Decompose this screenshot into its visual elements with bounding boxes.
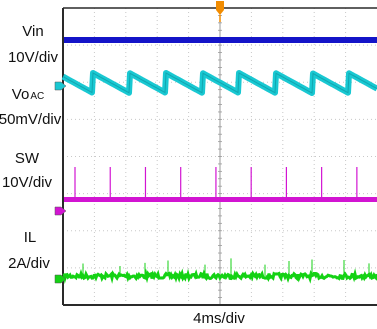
traces	[61, 37, 377, 284]
channel-markers	[54, 1, 224, 284]
sw-baseline-trace	[64, 197, 377, 202]
ch3-ground-marker	[54, 206, 67, 216]
ch2-name-main: Vo	[12, 86, 30, 103]
ch2-scale-label: 50mV/div	[0, 111, 62, 128]
ch2-ground-marker	[54, 81, 67, 91]
ch2-name-subscript: AC	[30, 91, 44, 102]
ch4-scale-label: 2A/div	[8, 255, 50, 272]
time-scale-label: 4ms/div	[193, 310, 245, 327]
ch4-ground-marker	[54, 274, 67, 284]
ch4-name-label: IL	[24, 229, 37, 246]
trigger-position-marker	[216, 1, 224, 15]
vo-ac-trace-core	[62, 72, 377, 94]
ch1-scale-label: 10V/div	[8, 49, 59, 66]
ch2-name-label: VoAC	[12, 86, 44, 103]
ch3-scale-label: 10V/div	[2, 174, 53, 191]
ch1-name-label: Vin	[22, 23, 43, 40]
il-trace	[62, 268, 377, 284]
vin-trace	[64, 37, 377, 43]
ch3-name-label: SW	[15, 150, 40, 167]
